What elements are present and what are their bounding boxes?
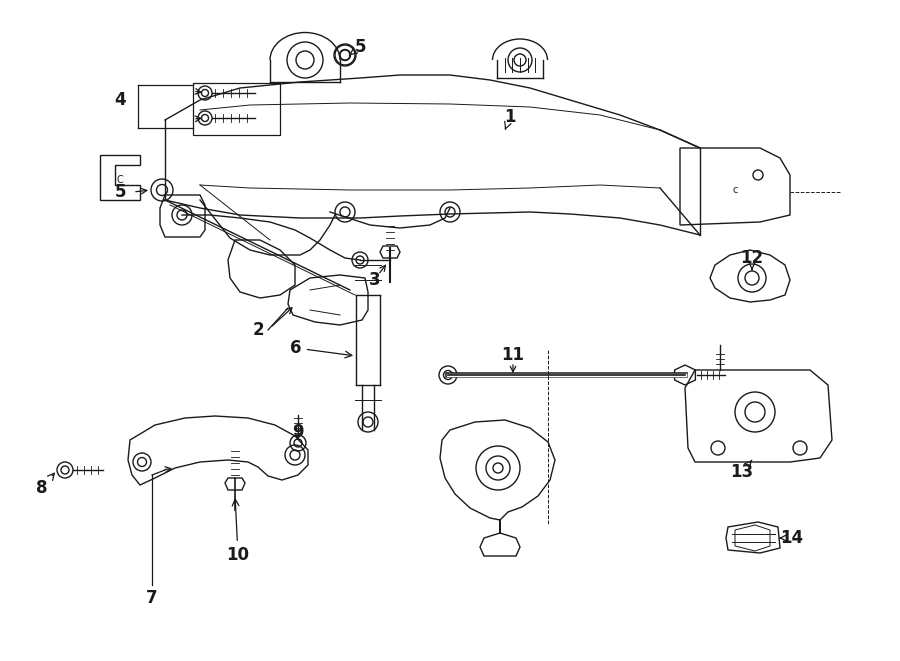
Text: 7: 7 (146, 589, 158, 607)
Text: 5: 5 (349, 38, 365, 56)
Text: 14: 14 (780, 529, 804, 547)
Text: 5: 5 (114, 183, 126, 201)
Text: 3: 3 (369, 271, 381, 289)
Text: 12: 12 (741, 249, 763, 270)
Text: 13: 13 (731, 460, 753, 481)
Text: 6: 6 (290, 339, 352, 358)
Text: c: c (733, 185, 738, 195)
Text: 1: 1 (504, 108, 516, 129)
Text: 11: 11 (501, 346, 525, 364)
Text: 10: 10 (227, 499, 249, 564)
Text: C: C (117, 175, 123, 185)
Text: 9: 9 (292, 423, 304, 441)
Text: 4: 4 (114, 91, 126, 109)
Text: 8: 8 (36, 473, 54, 497)
Text: 2: 2 (252, 321, 264, 339)
